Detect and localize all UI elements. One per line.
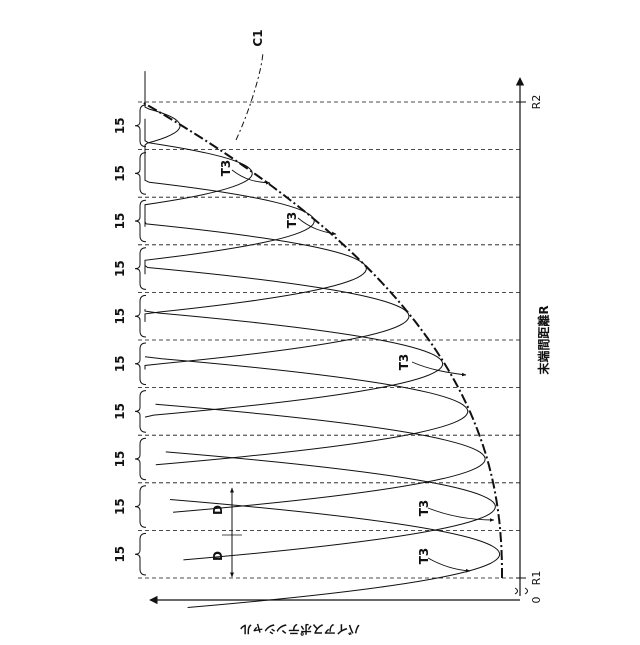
bin-width-label: 15 bbox=[113, 117, 127, 134]
y-axis-label: バイアスポテンシャル bbox=[240, 622, 360, 637]
bin-brace bbox=[135, 105, 146, 147]
bin-width-label: 15 bbox=[113, 165, 127, 182]
bin-brace bbox=[135, 248, 146, 290]
bias-well-curve bbox=[145, 357, 468, 465]
bin-brace bbox=[135, 533, 146, 575]
r-axis-break bbox=[515, 588, 528, 594]
t3-label-1: T3 bbox=[219, 160, 233, 177]
bias-curves bbox=[145, 71, 500, 607]
t3-label-3: T3 bbox=[397, 354, 411, 371]
spacing-label-1: D bbox=[211, 505, 225, 515]
spacing-label-2: D bbox=[211, 551, 225, 561]
bin-brace bbox=[135, 200, 146, 242]
bin-width-label: 15 bbox=[113, 403, 127, 420]
bias-well-curve bbox=[156, 404, 486, 512]
bin-brace bbox=[135, 486, 146, 528]
x-axis-label: 末端間距離R bbox=[536, 305, 551, 374]
bin-width-label: 15 bbox=[113, 213, 127, 230]
spacing-dimension: D D bbox=[211, 488, 242, 577]
t3-callouts: T3 T3 T3 T3 T3 bbox=[219, 160, 494, 571]
bias-well-curve bbox=[145, 214, 366, 322]
bias-well-curve bbox=[145, 71, 180, 179]
c1-leader-line bbox=[236, 52, 263, 140]
bin-width-label: 15 bbox=[113, 355, 127, 372]
bin-brace bbox=[135, 295, 146, 337]
t3-label-4: T3 bbox=[417, 500, 431, 517]
bin-brace bbox=[135, 343, 146, 385]
bin-width-label: 15 bbox=[113, 260, 127, 277]
bin-boundaries bbox=[138, 102, 520, 578]
bin-width-label: 15 bbox=[113, 451, 127, 468]
r1-label: R1 bbox=[530, 571, 543, 586]
bin-width-label: 15 bbox=[113, 498, 127, 515]
c1-label: C1 bbox=[251, 29, 265, 46]
bin-width-label: 15 bbox=[113, 546, 127, 563]
origin-label: 0 bbox=[530, 597, 543, 604]
bin-brace bbox=[135, 153, 146, 195]
t3-label-5: T3 bbox=[417, 548, 431, 565]
bin-brace bbox=[135, 438, 146, 480]
t3-label-2: T3 bbox=[285, 212, 299, 229]
bin-width-label: 15 bbox=[113, 308, 127, 325]
r2-label: R2 bbox=[530, 95, 543, 110]
bin-brace bbox=[135, 391, 146, 433]
